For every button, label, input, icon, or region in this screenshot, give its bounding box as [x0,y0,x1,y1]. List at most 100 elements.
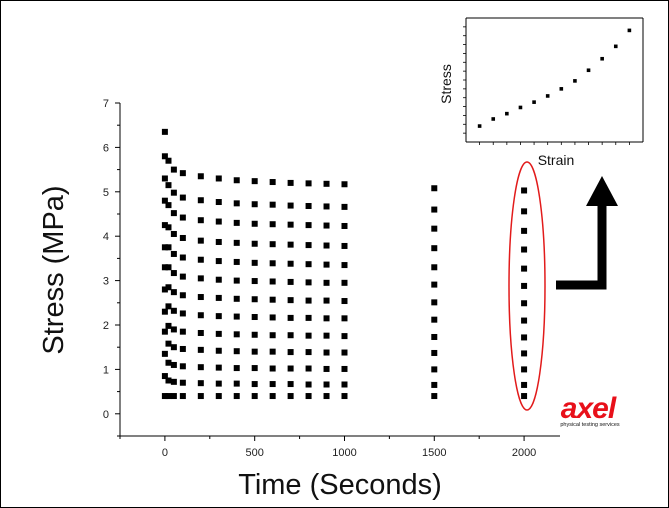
data-point [431,381,438,388]
data-point [521,381,528,388]
data-point [323,203,330,210]
data-point [233,277,240,284]
data-point [287,381,294,388]
data-point [251,178,258,185]
data-point [179,214,186,221]
data-point [431,206,438,213]
data-point [233,365,240,372]
data-point [197,275,204,282]
data-point [305,365,312,372]
data-point [165,264,172,271]
data-point [287,332,294,339]
inset-x-label: Strain [538,152,575,168]
data-point [323,349,330,356]
data-point [233,177,240,184]
x-tick-label: 2000 [512,447,536,459]
data-point [233,331,240,338]
data-point [341,262,348,269]
data-point [165,393,172,400]
data-point [269,365,276,372]
data-point [170,361,177,368]
data-point [197,364,204,371]
data-point [521,334,528,341]
data-point [269,296,276,303]
inset-data-point [532,100,536,104]
data-point [161,197,168,204]
data-point [323,222,330,229]
data-point [170,210,177,217]
data-point [251,348,258,355]
data-point [269,314,276,321]
data-point [341,365,348,372]
data-point [305,222,312,229]
inset-data-point [559,87,564,91]
data-point [323,381,330,388]
data-point [179,234,186,241]
data-point [215,258,222,265]
data-point [233,219,240,226]
inset-data-point [613,44,618,49]
data-point [170,166,177,173]
data-point [197,380,204,387]
data-point [165,157,172,164]
data-point [431,316,438,323]
data-point [161,393,168,400]
data-point [170,230,177,237]
data-point [341,222,348,229]
data-point [197,237,204,244]
x-tick-label: 1000 [332,447,356,459]
data-point [251,314,258,321]
data-point [341,203,348,210]
data-point [431,245,438,252]
inset-data-points [477,28,632,128]
data-point [521,265,528,272]
data-point [215,294,222,301]
data-point [165,182,172,189]
inset-chart: Strain Stress [438,14,648,168]
data-point [251,240,258,247]
data-point [251,220,258,227]
axel-logo: axel physical testing services [560,392,620,428]
inset-data-point [518,105,523,110]
data-point [323,315,330,322]
data-point [215,175,222,182]
data-point [287,278,294,285]
data-point [287,297,294,304]
inset-axes [463,17,644,145]
data-point [521,246,528,253]
data-point [305,381,312,388]
data-point [431,264,438,271]
data-point [170,378,177,385]
data-point [161,153,168,160]
data-point [341,381,348,388]
data-point [197,346,204,353]
data-point [287,314,294,321]
data-point [165,359,172,366]
data-point [305,261,312,268]
data-point [161,175,168,182]
data-point [165,322,172,329]
y-tick-label: 4 [103,231,109,243]
data-point [431,333,438,340]
data-point [165,202,172,209]
data-point [323,261,330,268]
data-point [323,297,330,304]
data-point [215,313,222,320]
data-point [431,393,438,400]
data-point [161,128,168,135]
data-point [431,185,438,192]
data-point [323,365,330,372]
inset-background [458,14,648,150]
inset-data-point [477,124,482,128]
data-point [170,307,177,314]
data-point [305,297,312,304]
data-point [305,203,312,210]
inset-y-label: Stress [438,64,454,104]
data-point [233,348,240,355]
data-point [323,180,330,187]
data-point [269,201,276,208]
data-point [269,241,276,248]
data-point [179,254,186,261]
data-point [287,179,294,186]
